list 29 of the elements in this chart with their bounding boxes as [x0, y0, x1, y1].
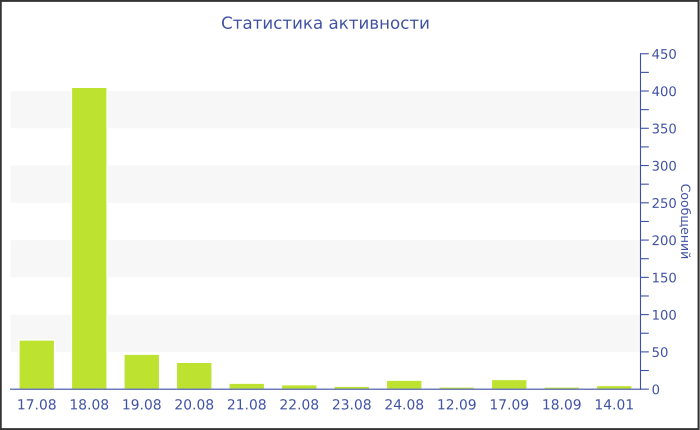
- y-tick-label: 0: [652, 384, 660, 394]
- x-tick-label: 23.08: [332, 399, 371, 410]
- y-tick-label: 50: [652, 347, 668, 358]
- x-tick-label: 24.08: [385, 399, 424, 410]
- bar: [228, 382, 266, 390]
- x-tick-label: 22.08: [280, 399, 318, 410]
- x-tick-label: 19.08: [123, 399, 161, 410]
- bar: [596, 384, 633, 390]
- x-tick-label: 17.08: [18, 399, 56, 410]
- x-tick-label: 17.09: [490, 399, 528, 410]
- bar: [490, 378, 528, 390]
- y-tick-label: 300: [652, 160, 676, 171]
- x-tick-label: 21.08: [228, 399, 266, 410]
- y-tick-label: 350: [652, 124, 676, 134]
- bar: [176, 362, 213, 390]
- y-tick-label: 200: [652, 235, 676, 246]
- x-tick-label: 18.08: [70, 399, 108, 410]
- x-tick-label: 20.08: [175, 399, 214, 410]
- y-tick-label: 150: [653, 272, 676, 283]
- x-tick-label: 18.09: [543, 399, 581, 410]
- chart-title: Статистика активности: [222, 16, 428, 29]
- y-axis-title: Сообщений: [679, 184, 691, 258]
- bar: [386, 380, 423, 390]
- y-tick-label: 100: [653, 310, 676, 320]
- y-tick-label: 250: [652, 198, 676, 208]
- y-tick-label: 400: [652, 86, 676, 96]
- y-tick-label: 450: [652, 48, 676, 59]
- x-tick-label: 14.01: [596, 399, 633, 410]
- x-tick-label: 12.09: [438, 399, 476, 410]
